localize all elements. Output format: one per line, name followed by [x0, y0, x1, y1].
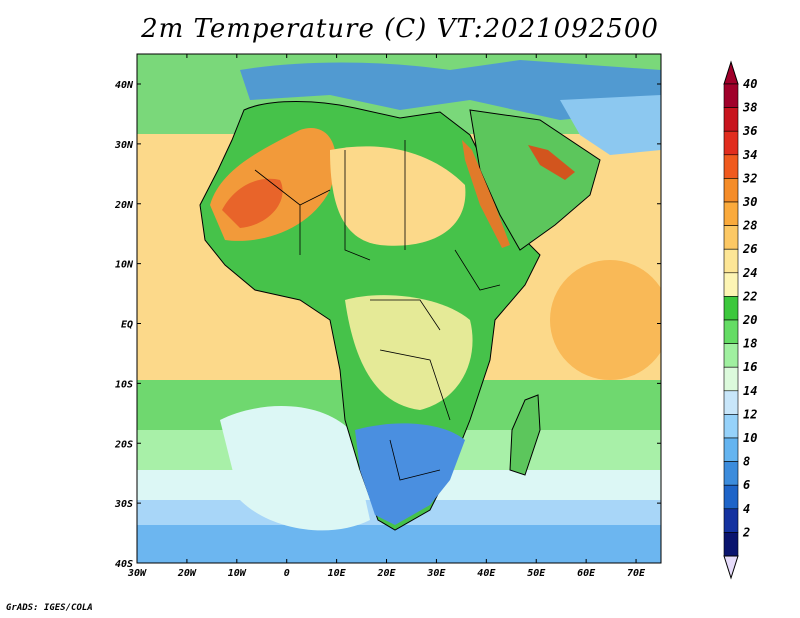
- legend-label: 2: [742, 525, 750, 539]
- legend-swatch: [723, 248, 739, 274]
- legend-swatch: [723, 437, 739, 462]
- legend-label: 34: [742, 148, 757, 162]
- legend-top-arrow: [723, 60, 739, 85]
- lat-tick-label: 40S: [115, 559, 133, 570]
- lat-tick-label: 10S: [115, 379, 133, 390]
- legend-swatch: [723, 366, 739, 392]
- legend-swatch: [723, 83, 739, 108]
- legend-swatch: [723, 130, 739, 156]
- legend-swatch: [723, 390, 739, 415]
- mediterranean-region: [240, 60, 661, 120]
- map-title: 2m Temperature (C) VT:2021092500: [141, 14, 659, 44]
- color-legend: 40 38 36 34 32 30 28 26 24 22 20 18 16 14 12 10 8 6 4 2: [723, 60, 757, 580]
- legend-label: 24: [742, 266, 757, 280]
- lon-tick-label: 30E: [426, 568, 446, 579]
- sahara-hottest: [222, 178, 283, 228]
- legend-swatch: [723, 201, 739, 226]
- legend-bottom-arrow: [723, 555, 739, 580]
- legend-swatch: [723, 296, 739, 321]
- central-cool: [345, 295, 473, 410]
- legend-swatch: [723, 225, 739, 250]
- legend-label: 14: [743, 384, 757, 398]
- legend-label: 32: [742, 171, 757, 185]
- lat-tick-label: 10N: [115, 260, 134, 271]
- legend-label: 38: [742, 101, 757, 115]
- legend-label: 26: [742, 242, 757, 256]
- legend-swatch: [723, 508, 739, 533]
- lon-tick-label: 20W: [177, 568, 197, 579]
- legend-swatch: [723, 178, 739, 203]
- legend-swatch: [723, 319, 739, 344]
- sahara-warm-east: [330, 146, 466, 246]
- southern-cool: [355, 423, 465, 525]
- lon-tick-label: 10E: [328, 568, 347, 579]
- legend-label: 20: [742, 313, 757, 327]
- legend-swatch: [723, 343, 739, 368]
- legend-label: 40: [743, 77, 757, 91]
- legend-label: 6: [743, 478, 750, 492]
- iran-cool: [560, 95, 661, 155]
- south-band-5: [137, 525, 661, 563]
- lat-tick-label: 40N: [115, 80, 134, 91]
- map-field: [137, 54, 661, 563]
- map-frame: [136, 53, 662, 564]
- legend-swatch: [723, 154, 739, 179]
- lon-tick-label: 50E: [527, 568, 546, 579]
- legend-label: 30: [742, 195, 757, 209]
- credit-text: GrADS: IGES/COLA: [6, 603, 93, 613]
- lat-tick-label: 30S: [114, 499, 133, 510]
- legend-swatch: [723, 107, 739, 132]
- red-sea-hot: [462, 140, 510, 248]
- country-borders: [254, 140, 501, 481]
- lat-tick-label: 30N: [114, 140, 134, 151]
- legend-swatch: [723, 414, 739, 439]
- legend-label: 16: [743, 360, 757, 374]
- persian-gulf-hot: [528, 145, 575, 180]
- lon-tick-label: 20E: [376, 568, 396, 579]
- lat-tick-label: 20N: [114, 200, 134, 211]
- lon-tick-label: 0: [284, 568, 290, 579]
- legend-label: 36: [742, 124, 757, 138]
- legend-label: 22: [742, 289, 757, 303]
- benguela-tongue: [220, 406, 370, 531]
- legend-swatch: [723, 272, 739, 297]
- arabia-landmass: [469, 109, 601, 251]
- legend-label: 12: [743, 407, 757, 421]
- legend-label: 28: [742, 219, 757, 233]
- legend-label: 18: [743, 337, 757, 351]
- lat-tick-label: EQ: [121, 320, 133, 331]
- legend-label: 8: [743, 455, 750, 469]
- lon-tick-label: 40E: [477, 568, 496, 579]
- legend-swatch: [723, 461, 739, 486]
- madagascar: [509, 394, 541, 476]
- legend-label: 10: [743, 431, 757, 445]
- legend-label: 4: [743, 502, 750, 516]
- axis-ticks: 30W 20W 10W 0 10E 20E 30E 40E 50E 60E 70E 40N 30N 20N…: [114, 54, 661, 579]
- lon-tick-label: 10W: [228, 568, 247, 579]
- lon-tick-label: 30W: [127, 568, 147, 579]
- legend-swatch: [723, 484, 739, 510]
- lat-tick-label: 20S: [114, 439, 133, 450]
- lon-tick-label: 60E: [577, 568, 596, 579]
- indian-ocean-warm: [550, 260, 661, 380]
- lon-tick-label: 70E: [627, 568, 646, 579]
- legend-swatch: [723, 532, 739, 557]
